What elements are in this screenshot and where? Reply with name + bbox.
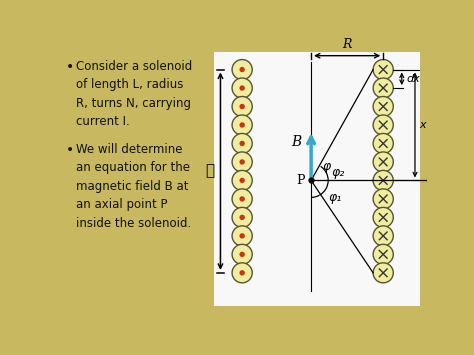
Circle shape [232, 244, 252, 264]
Text: •: • [65, 60, 73, 73]
Circle shape [232, 189, 252, 209]
Text: φ: φ [322, 160, 330, 173]
Circle shape [239, 252, 245, 257]
Circle shape [232, 97, 252, 116]
Circle shape [239, 233, 245, 239]
Text: P: P [296, 174, 305, 187]
Circle shape [239, 122, 245, 128]
Text: φ₂: φ₂ [331, 166, 345, 179]
Circle shape [232, 170, 252, 190]
Circle shape [232, 60, 252, 80]
Circle shape [239, 141, 245, 146]
Text: •: • [65, 143, 73, 157]
Circle shape [373, 115, 393, 135]
Circle shape [373, 170, 393, 190]
Text: Consider a solenoid
of length L, radius
R, turns N, carrying
current I.: Consider a solenoid of length L, radius … [75, 60, 192, 128]
Circle shape [232, 263, 252, 283]
Circle shape [373, 133, 393, 153]
Circle shape [239, 196, 245, 202]
Circle shape [239, 178, 245, 183]
Text: ℓ: ℓ [205, 164, 214, 178]
Circle shape [232, 133, 252, 153]
Circle shape [232, 207, 252, 228]
Circle shape [373, 263, 393, 283]
Circle shape [232, 226, 252, 246]
Circle shape [232, 115, 252, 135]
Circle shape [239, 159, 245, 165]
Circle shape [239, 104, 245, 109]
Text: φ₁: φ₁ [328, 191, 341, 204]
Circle shape [239, 85, 245, 91]
Circle shape [232, 152, 252, 172]
Circle shape [239, 270, 245, 275]
Text: We will determine
an equation for the
magnetic field B at
an axial point P
insid: We will determine an equation for the ma… [75, 143, 191, 230]
Circle shape [373, 207, 393, 228]
Circle shape [373, 78, 393, 98]
Text: B: B [292, 135, 302, 149]
Circle shape [373, 244, 393, 264]
Circle shape [239, 215, 245, 220]
Text: dx: dx [406, 74, 420, 84]
Text: R: R [343, 38, 352, 51]
Circle shape [373, 189, 393, 209]
Circle shape [373, 60, 393, 80]
Circle shape [373, 226, 393, 246]
Circle shape [239, 67, 245, 72]
Circle shape [373, 152, 393, 172]
Circle shape [232, 78, 252, 98]
Circle shape [373, 97, 393, 116]
Text: x: x [419, 120, 426, 130]
Bar [214, 52, 419, 306]
